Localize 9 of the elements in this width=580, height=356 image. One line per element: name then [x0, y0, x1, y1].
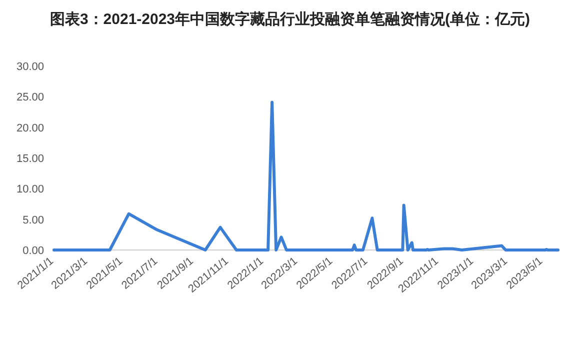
y-tick-label: 5.00 [22, 214, 44, 226]
y-tick-label: 30.00 [16, 61, 44, 73]
y-tick-label: 10.00 [16, 184, 44, 196]
y-tick-label: 15.00 [16, 153, 44, 165]
y-tick-label: 0.00 [22, 245, 44, 257]
y-tick-label: 25.00 [16, 92, 44, 104]
y-tick-label: 20.00 [16, 122, 44, 134]
chart-title: 图表3：2021-2023年中国数字藏品行业投融资单笔融资情况(单位：亿元) [50, 10, 530, 28]
line-series [52, 100, 560, 252]
